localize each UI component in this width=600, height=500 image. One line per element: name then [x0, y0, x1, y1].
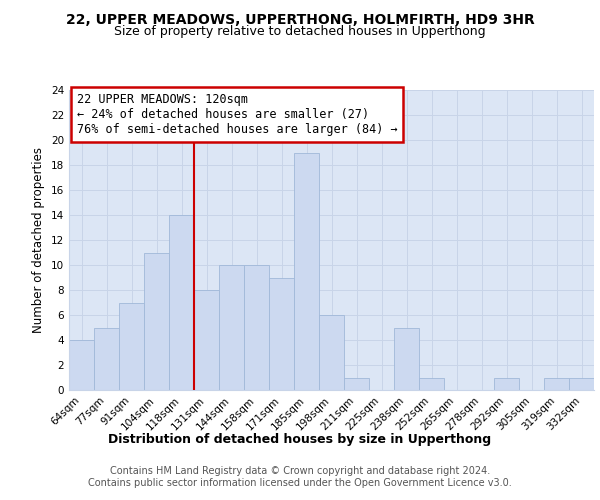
Bar	[69, 340, 94, 390]
Text: Size of property relative to detached houses in Upperthong: Size of property relative to detached ho…	[114, 25, 486, 38]
Bar	[294, 152, 319, 390]
Bar	[269, 278, 294, 390]
Bar	[544, 378, 569, 390]
Bar	[569, 378, 594, 390]
Bar	[394, 328, 419, 390]
Bar	[244, 265, 269, 390]
Bar	[119, 302, 144, 390]
Text: Contains HM Land Registry data © Crown copyright and database right 2024.
Contai: Contains HM Land Registry data © Crown c…	[88, 466, 512, 487]
Bar	[194, 290, 219, 390]
Bar	[344, 378, 369, 390]
Text: 22 UPPER MEADOWS: 120sqm
← 24% of detached houses are smaller (27)
76% of semi-d: 22 UPPER MEADOWS: 120sqm ← 24% of detach…	[77, 93, 398, 136]
Bar	[94, 328, 119, 390]
Text: Distribution of detached houses by size in Upperthong: Distribution of detached houses by size …	[109, 432, 491, 446]
Bar	[494, 378, 519, 390]
Bar	[419, 378, 444, 390]
Bar	[319, 315, 344, 390]
Y-axis label: Number of detached properties: Number of detached properties	[32, 147, 46, 333]
Text: 22, UPPER MEADOWS, UPPERTHONG, HOLMFIRTH, HD9 3HR: 22, UPPER MEADOWS, UPPERTHONG, HOLMFIRTH…	[65, 12, 535, 26]
Bar	[169, 215, 194, 390]
Bar	[219, 265, 244, 390]
Bar	[144, 252, 169, 390]
